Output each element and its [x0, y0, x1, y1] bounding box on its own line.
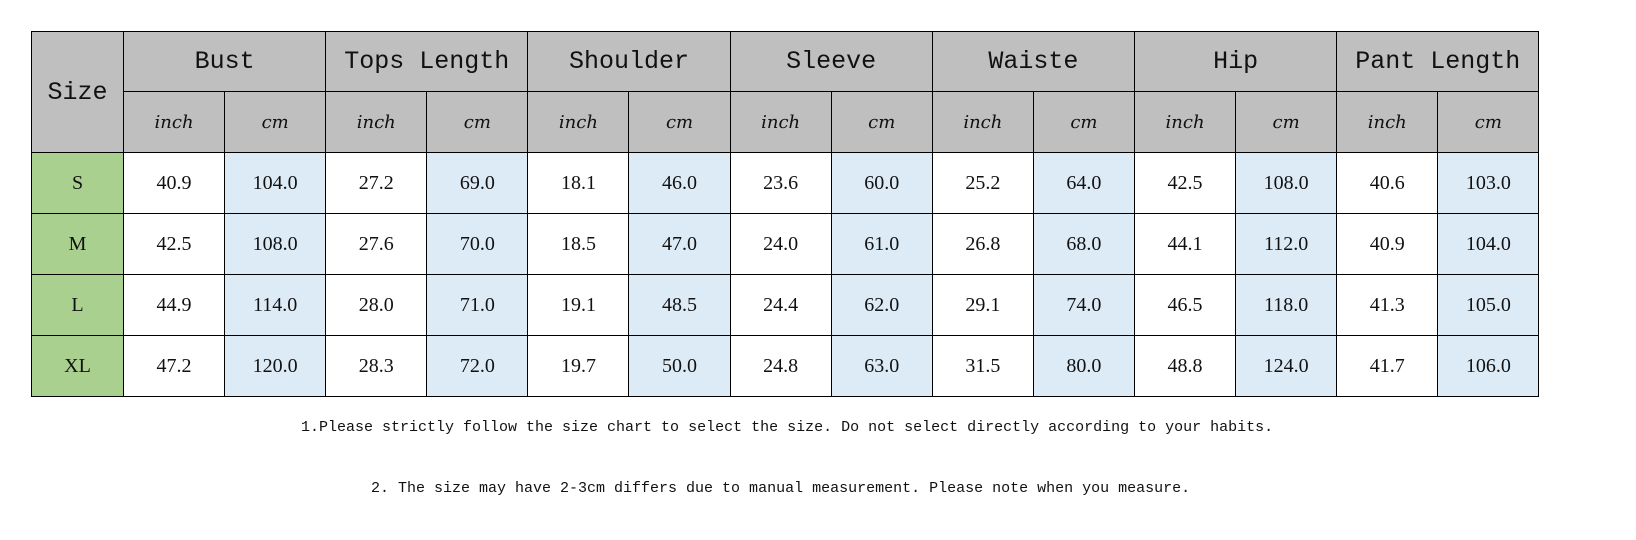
cm-value-cell: 46.0 [628, 152, 731, 214]
unit-header-inch: inch [1133, 91, 1237, 153]
unit-header-cm: cm [1235, 91, 1338, 153]
size-cell: S [31, 152, 124, 214]
inch-value-cell: 28.3 [325, 335, 428, 397]
cm-value-cell: 71.0 [426, 274, 529, 336]
note-1: 1.Please strictly follow the size chart … [301, 419, 1274, 436]
inch-value-cell: 19.7 [527, 335, 630, 397]
cm-value-cell: 118.0 [1235, 274, 1338, 336]
size-cell: L [31, 274, 124, 336]
size-chart-table: Size Bust Tops Length Shoulder Sleeve Waiste… [31, 31, 1540, 397]
unit-header-inch: inch [122, 91, 226, 153]
cm-value-cell: 108.0 [1235, 152, 1338, 214]
cm-value-cell: 104.0 [224, 152, 327, 214]
inch-value-cell: 40.9 [122, 152, 226, 214]
inch-value-cell: 47.2 [122, 335, 226, 397]
group-header-shoulder: Shoulder [527, 31, 731, 92]
inch-value-cell: 42.5 [122, 213, 226, 275]
cm-value-cell: 68.0 [1032, 213, 1135, 275]
group-header-pant-length: Pant Length [1336, 31, 1540, 92]
cm-value-cell: 50.0 [628, 335, 731, 397]
unit-header-cm: cm [628, 91, 731, 153]
group-header-bust: Bust [122, 31, 327, 92]
inch-value-cell: 44.9 [122, 274, 226, 336]
cm-value-cell: 112.0 [1235, 213, 1338, 275]
unit-header-inch: inch [325, 91, 428, 153]
inch-value-cell: 40.9 [1336, 213, 1439, 275]
table-row: S 40.9 104.0 27.2 69.0 18.1 46.0 23.6 60.0 25.2 64… [31, 152, 1540, 214]
cm-value-cell: 60.0 [830, 152, 933, 214]
cm-value-cell: 74.0 [1032, 274, 1135, 336]
inch-value-cell: 18.1 [527, 152, 630, 214]
unit-header-cm: cm [1032, 91, 1135, 153]
group-header-hip: Hip [1133, 31, 1338, 92]
unit-header-inch: inch [1336, 91, 1439, 153]
group-header-sleeve: Sleeve [729, 31, 933, 92]
inch-value-cell: 46.5 [1133, 274, 1237, 336]
inch-value-cell: 19.1 [527, 274, 630, 336]
inch-value-cell: 27.6 [325, 213, 428, 275]
cm-value-cell: 72.0 [426, 335, 529, 397]
note-2: 2. The size may have 2-3cm differs due t… [371, 480, 1191, 497]
inch-value-cell: 31.5 [931, 335, 1034, 397]
inch-value-cell: 40.6 [1336, 152, 1439, 214]
table-row: M 42.5 108.0 27.6 70.0 18.5 47.0 24.0 61.0 26.8 68… [31, 213, 1540, 275]
unit-header-cm: cm [1437, 91, 1540, 153]
inch-value-cell: 41.3 [1336, 274, 1439, 336]
cm-value-cell: 70.0 [426, 213, 529, 275]
inch-value-cell: 48.8 [1133, 335, 1237, 397]
inch-value-cell: 23.6 [729, 152, 832, 214]
cm-value-cell: 120.0 [224, 335, 327, 397]
cm-value-cell: 103.0 [1437, 152, 1540, 214]
inch-value-cell: 29.1 [931, 274, 1034, 336]
inch-value-cell: 28.0 [325, 274, 428, 336]
cm-value-cell: 106.0 [1437, 335, 1540, 397]
inch-value-cell: 27.2 [325, 152, 428, 214]
cm-value-cell: 114.0 [224, 274, 327, 336]
cm-value-cell: 62.0 [830, 274, 933, 336]
cm-value-cell: 48.5 [628, 274, 731, 336]
unit-header-cm: cm [830, 91, 933, 153]
cm-value-cell: 61.0 [830, 213, 933, 275]
inch-value-cell: 25.2 [931, 152, 1034, 214]
inch-value-cell: 42.5 [1133, 152, 1237, 214]
unit-header-cm: cm [426, 91, 529, 153]
inch-value-cell: 41.7 [1336, 335, 1439, 397]
group-header-tops-length: Tops Length [325, 31, 529, 92]
cm-value-cell: 80.0 [1032, 335, 1135, 397]
cm-value-cell: 64.0 [1032, 152, 1135, 214]
inch-value-cell: 24.0 [729, 213, 832, 275]
size-cell: XL [31, 335, 124, 397]
cm-value-cell: 63.0 [830, 335, 933, 397]
cm-value-cell: 108.0 [224, 213, 327, 275]
cm-value-cell: 124.0 [1235, 335, 1338, 397]
inch-value-cell: 24.4 [729, 274, 832, 336]
cm-value-cell: 105.0 [1437, 274, 1540, 336]
cm-value-cell: 104.0 [1437, 213, 1540, 275]
unit-header-inch: inch [527, 91, 630, 153]
size-header: Size [31, 31, 124, 153]
inch-value-cell: 18.5 [527, 213, 630, 275]
inch-value-cell: 44.1 [1133, 213, 1237, 275]
cm-value-cell: 47.0 [628, 213, 731, 275]
cm-value-cell: 69.0 [426, 152, 529, 214]
size-cell: M [31, 213, 124, 275]
group-header-waiste: Waiste [931, 31, 1135, 92]
unit-header-inch: inch [931, 91, 1034, 153]
inch-value-cell: 24.8 [729, 335, 832, 397]
table-row: XL 47.2 120.0 28.3 72.0 19.7 50.0 24.8 63.0 31.5 8… [31, 335, 1540, 397]
inch-value-cell: 26.8 [931, 213, 1034, 275]
table-row: L 44.9 114.0 28.0 71.0 19.1 48.5 24.4 62.0 29.1 74… [31, 274, 1540, 336]
unit-header-inch: inch [729, 91, 832, 153]
unit-header-cm: cm [224, 91, 327, 153]
